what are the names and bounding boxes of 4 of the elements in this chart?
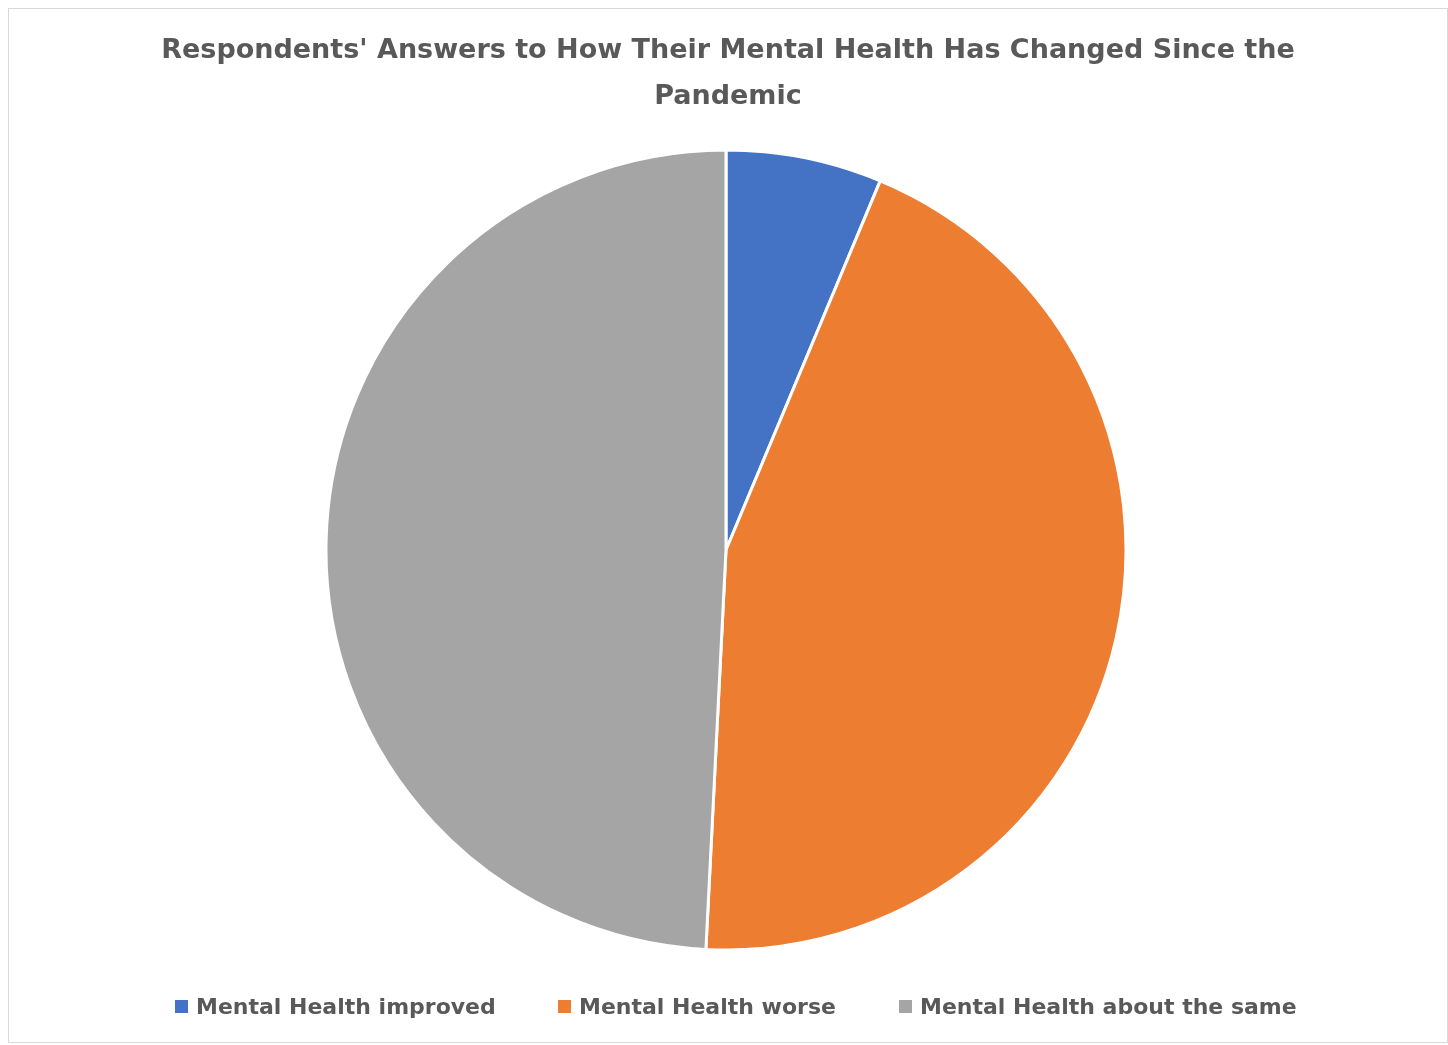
legend-label: Mental Health worse [579,994,836,1019]
legend-label: Mental Health about the same [920,994,1297,1019]
chart-title: Respondents' Answers to How Their Mental Health Has Changed Since the Pandemic [161,33,1295,110]
legend-label: Mental Health improved [196,994,496,1019]
